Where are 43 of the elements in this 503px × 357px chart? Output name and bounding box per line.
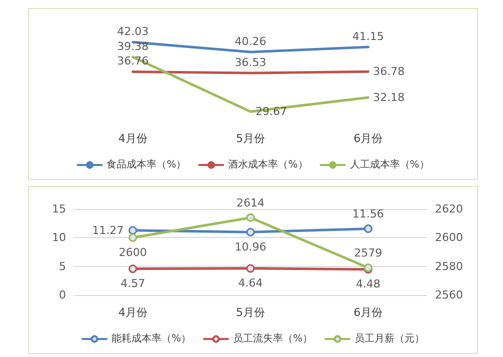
y2-tick-label: 2620 (435, 202, 463, 216)
data-label: 36.53 (234, 56, 266, 70)
data-label: 11.27 (92, 224, 124, 237)
y2-tick-label: 2580 (435, 260, 463, 273)
legend-label: 能耗成本率（%） (112, 332, 192, 344)
legend-label: 食品成本率（%） (106, 158, 186, 170)
point (246, 213, 255, 222)
point (246, 228, 255, 236)
data-label: 36.78 (373, 65, 405, 78)
data-label: 41.15 (352, 30, 384, 44)
legend-label: 人工成本率（%） (350, 158, 430, 170)
data-label: 11.56 (352, 207, 384, 220)
y-tick-label: 0 (59, 288, 66, 302)
x-tick-label: 4月份 (118, 306, 148, 319)
legend-label: 员工月薪（元） (354, 332, 424, 344)
x-tick-label: 4月份 (118, 132, 148, 145)
y-tick-label: 10 (52, 231, 66, 244)
point (128, 233, 138, 242)
x-tick-label: 6月份 (354, 306, 383, 319)
point (128, 226, 138, 235)
y2-tick-label: 2600 (435, 231, 463, 244)
data-label: 2579 (354, 246, 382, 260)
x-tick-label: 5月份 (236, 132, 265, 145)
y2-tick-label: 2560 (435, 288, 463, 302)
data-label: 2600 (118, 246, 147, 259)
data-label: 39.38 (117, 40, 149, 53)
legend-label: 酒水成本率（%） (228, 158, 308, 170)
data-label: 40.26 (234, 35, 266, 48)
x-tick-label: 6月份 (354, 132, 383, 145)
legend-label: 员工流失率（%） (233, 332, 313, 344)
data-label: 4.48 (356, 278, 380, 291)
y-tick-label: 5 (59, 260, 66, 273)
x-tick-label: 5月份 (236, 306, 265, 319)
point (128, 264, 138, 274)
y-tick-label: 15 (52, 202, 66, 216)
data-label: 2614 (236, 196, 264, 210)
data-label: 32.18 (373, 90, 405, 104)
data-label: 42.03 (117, 25, 149, 38)
point (364, 224, 372, 233)
data-label: 10.96 (234, 240, 266, 254)
point (246, 264, 255, 273)
data-label: 4.57 (120, 277, 146, 290)
data-label: 4.64 (238, 276, 263, 290)
